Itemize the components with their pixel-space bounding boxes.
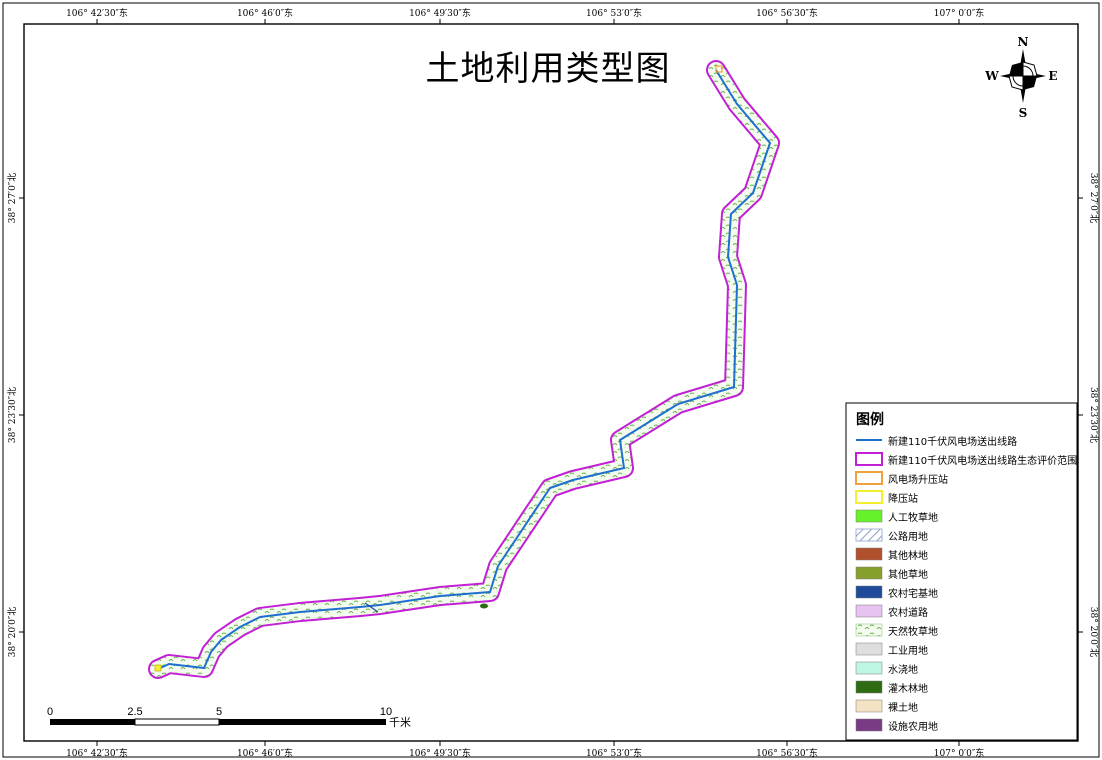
legend: 图例 新建110千伏风电场送出线路新建110千伏风电场送出线路生态评价范围风电场…: [845, 402, 1078, 741]
north-arrow-icon: N S E W: [984, 35, 1057, 120]
legend-item: 其他林地: [855, 547, 928, 562]
legend-item: 水浇地: [855, 661, 918, 676]
legend-swatch: [855, 718, 883, 732]
legend-item-label: 新建110千伏风电场送出线路: [888, 435, 1017, 448]
legend-title: 图例: [856, 411, 884, 428]
legend-swatch: [855, 452, 883, 466]
lat-label-right: 38° 23′30″北: [1088, 387, 1099, 443]
legend-item-label: 风电场升压站: [888, 473, 948, 486]
map-title: 土地利用类型图: [426, 49, 671, 89]
legend-item: 工业用地: [855, 642, 928, 657]
legend-swatch: [855, 566, 883, 580]
transmission-line: [157, 69, 771, 670]
legend-item: 新建110千伏风电场送出线路生态评价范围: [855, 452, 1077, 467]
lat-label-right: 38° 20′0″北: [1088, 607, 1099, 657]
road-crossing: [364, 602, 379, 613]
legend-swatch: [855, 509, 883, 523]
lon-label-top: 106° 49′30″东: [409, 7, 471, 19]
legend-item: 公路用地: [855, 528, 928, 543]
legend-swatch: [855, 699, 883, 713]
lon-label-bottom: 106° 42′30″东: [66, 747, 128, 759]
legend-item-label: 工业用地: [888, 644, 928, 657]
lat-label-left: 38° 23′30″北: [7, 387, 18, 443]
legend-item: 裸土地: [855, 699, 918, 714]
lon-label-top: 107° 0′0″东: [934, 7, 984, 19]
legend-item: 风电场升压站: [855, 471, 948, 486]
top-longitude-labels: 106° 42′30″东 106° 46′0″东 106° 49′30″东 10…: [66, 7, 984, 19]
legend-swatch: [855, 623, 883, 637]
legend-item: 农村宅基地: [855, 585, 938, 600]
legend-swatch: [855, 604, 883, 618]
legend-item: 人工牧草地: [855, 509, 938, 524]
legend-item-label: 水浇地: [888, 663, 918, 676]
lon-label-bottom: 106° 49′30″东: [409, 747, 471, 759]
wind-farm-substation: [715, 65, 723, 73]
legend-item: 新建110千伏风电场送出线路: [856, 435, 1017, 448]
compass-e-label: E: [1048, 69, 1057, 83]
legend-box: [845, 402, 1078, 741]
legend-item-label: 灌木林地: [888, 682, 928, 695]
step-down-substation: [154, 664, 162, 672]
legend-item-label: 其他草地: [888, 568, 928, 581]
legend-swatch: [855, 528, 883, 542]
lon-label-top: 106° 56′30″东: [756, 7, 818, 19]
graticule-ticks: [19, 19, 1083, 746]
compass-w-label: W: [984, 69, 999, 83]
legend-item-label: 天然牧草地: [888, 625, 938, 638]
legend-item: 降压站: [855, 490, 918, 505]
legend-swatch: [855, 642, 883, 656]
lon-label-bottom: 106° 56′30″东: [756, 747, 818, 759]
scale-tick-label: 2.5: [127, 706, 142, 718]
legend-item-label: 新建110千伏风电场送出线路生态评价范围: [888, 454, 1077, 467]
legend-swatch: [855, 585, 883, 599]
legend-item: 农村道路: [855, 604, 928, 619]
bottom-longitude-labels: 106° 42′30″东 106° 46′0″东 106° 49′30″东 10…: [66, 747, 984, 759]
legend-item-label: 其他林地: [888, 549, 928, 562]
compass-s-label: S: [1019, 106, 1028, 120]
shrubland-patch: [480, 603, 488, 609]
legend-swatch: [855, 471, 883, 485]
legend-swatch: [855, 490, 883, 504]
scale-unit-label: 千米: [389, 716, 411, 729]
compass-n-label: N: [1018, 35, 1029, 49]
lon-label-top: 106° 42′30″东: [66, 7, 128, 19]
legend-item: 其他草地: [855, 566, 928, 581]
legend-item-label: 农村道路: [888, 606, 928, 619]
legend-swatch: [855, 661, 883, 675]
lon-label-top: 106° 46′0″东: [237, 7, 293, 19]
lon-label-bottom: 106° 53′0″东: [586, 747, 642, 759]
legend-item-label: 人工牧草地: [888, 511, 938, 524]
legend-swatch: [855, 547, 883, 561]
scale-tick-label: 10: [380, 706, 392, 718]
lon-label-bottom: 106° 46′0″东: [237, 747, 293, 759]
scale-bar: 0 2.5 5 10 千米: [47, 706, 411, 729]
legend-item: 设施农用地: [855, 718, 938, 733]
lon-label-top: 106° 53′0″东: [586, 7, 642, 19]
legend-item: 天然牧草地: [855, 623, 938, 638]
legend-item-label: 裸土地: [888, 701, 918, 714]
legend-swatch: [855, 680, 883, 694]
legend-item-label: 农村宅基地: [888, 587, 938, 600]
legend-item-label: 公路用地: [888, 530, 928, 543]
lat-label-right: 38° 27′0″北: [1088, 173, 1099, 223]
right-latitude-labels: 38° 27′0″北 38° 23′30″北 38° 20′0″北: [1088, 173, 1099, 657]
lat-label-left: 38° 27′0″北: [7, 173, 18, 223]
lon-label-bottom: 107° 0′0″东: [934, 747, 984, 759]
scale-tick-label: 5: [216, 706, 222, 718]
scale-tick-label: 0: [47, 706, 53, 718]
legend-item: 灌木林地: [855, 680, 928, 695]
left-latitude-labels: 38° 27′0″北 38° 23′30″北 38° 20′0″北: [7, 173, 18, 657]
legend-item-label: 降压站: [888, 492, 918, 505]
legend-item-label: 设施农用地: [888, 720, 938, 733]
lat-label-left: 38° 20′0″北: [7, 607, 18, 657]
